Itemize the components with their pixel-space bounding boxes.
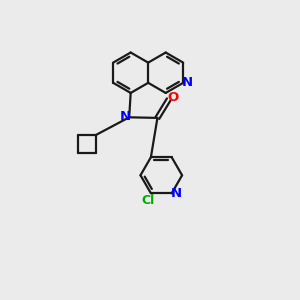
Text: N: N [171,188,182,200]
Text: O: O [167,92,178,104]
Text: N: N [182,76,193,89]
Text: Cl: Cl [141,194,154,207]
Text: N: N [120,110,131,123]
